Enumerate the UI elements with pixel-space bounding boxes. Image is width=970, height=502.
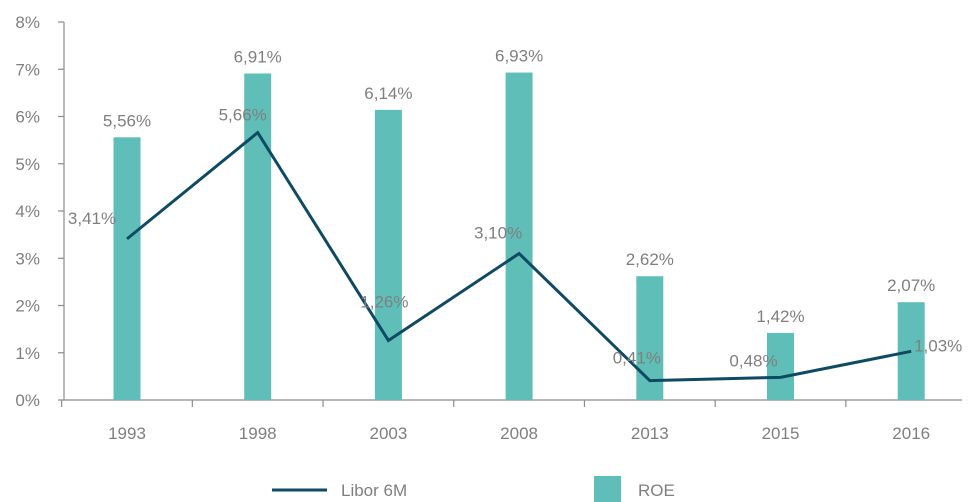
roe-bar — [505, 72, 533, 401]
x-tick-label: 2013 — [631, 424, 669, 443]
y-tick-label: 4% — [15, 202, 40, 221]
roe-bar — [113, 137, 141, 401]
libor-data-label: 1,26% — [360, 292, 408, 311]
roe-bar — [244, 73, 272, 400]
data-labels: 5,56% 6,91% 6,14% 6,93% 2,62% 1,42% 2,07% 3,41%… — [68, 47, 962, 371]
roe-bar — [767, 332, 794, 400]
libor-data-label: 3,41% — [68, 209, 116, 228]
x-tick-label: 2003 — [369, 424, 407, 443]
y-tick-label: 8% — [15, 13, 40, 32]
y-tick-label: 7% — [15, 60, 40, 79]
libor-line — [126, 130, 912, 383]
roe-data-label: 2,07% — [887, 276, 935, 295]
y-tick-label: 5% — [15, 155, 40, 174]
libor-data-label: 0,41% — [613, 349, 661, 368]
y-tick-label: 2% — [15, 297, 40, 316]
roe-data-label: 2,62% — [626, 250, 674, 269]
legend: Libor 6M ROE — [272, 476, 675, 502]
roe-data-label: 5,56% — [103, 111, 151, 130]
roe-bar — [374, 109, 402, 400]
axes: 0% 1% 2% 3% 4% 5% 6% 7% 8% 1993 1998 2003 2008 2013 20… — [15, 13, 962, 443]
y-tick-label: 0% — [15, 391, 40, 410]
roe-data-label: 6,91% — [234, 48, 282, 67]
x-tick-label: 1993 — [108, 424, 146, 443]
libor-line-path — [126, 130, 912, 383]
libor-data-label: 3,10% — [474, 224, 522, 243]
roe-data-label: 6,93% — [495, 47, 543, 66]
x-tick-label: 2015 — [762, 424, 800, 443]
roe-bar — [897, 302, 925, 400]
y-tick-label: 1% — [15, 344, 40, 363]
libor-data-label: 0,48% — [729, 351, 777, 370]
roe-data-label: 1,42% — [756, 307, 804, 326]
legend-label-roe: ROE — [638, 481, 675, 500]
y-tick-label: 3% — [15, 249, 40, 268]
legend-bar-swatch — [594, 476, 621, 502]
x-tick-label: 2016 — [892, 424, 930, 443]
roe-data-label: 6,14% — [364, 84, 412, 103]
legend-label-libor: Libor 6M — [341, 481, 407, 500]
x-tick-label: 1998 — [239, 424, 277, 443]
roe-bars — [113, 72, 925, 401]
libor-data-label: 1,03% — [914, 336, 962, 355]
y-tick-label: 6% — [15, 108, 40, 127]
libor-data-label: 5,66% — [219, 106, 267, 125]
x-tick-label: 2008 — [500, 424, 538, 443]
